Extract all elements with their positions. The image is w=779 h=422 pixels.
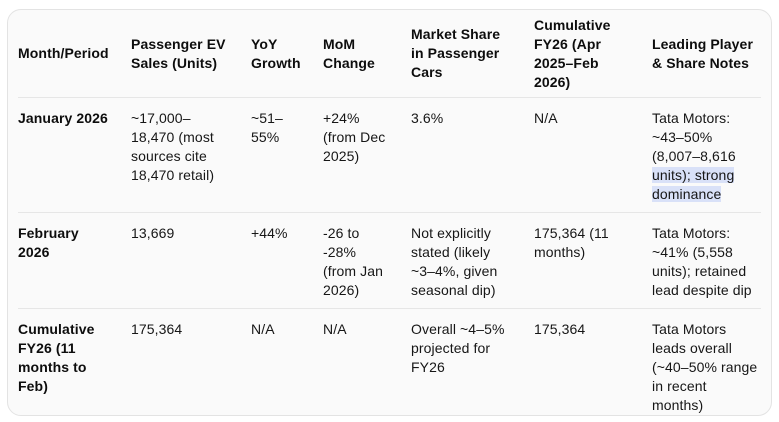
cell-leading-player: Tata Motors: ~41% (5,558 units); retaine… [652, 225, 752, 298]
column-header-month-period: Month/Period [18, 45, 109, 61]
cell-period: February 2026 [18, 225, 79, 260]
cell-leading-player: Tata Motors: ~43–50% (8,007–8,616 units)… [652, 98, 763, 212]
cell-mom-change: N/A [323, 321, 347, 337]
cell-yoy-growth: +44% [251, 225, 288, 241]
column-header-passenger-ev-sales: Passenger EV Sales (Units) [131, 35, 226, 71]
cell-market-share: Overall ~4–5% projected for FY26 [411, 321, 505, 375]
cell-cumulative: 175,364 (11 months) [534, 225, 609, 260]
cell-mom-change: +24% (from Dec 2025) [323, 110, 386, 164]
ev-sales-summary-table-card: Month/Period Passenger EV Sales (Units) … [7, 9, 772, 416]
cell-period: Cumulative FY26 (11 months to Feb) [18, 321, 95, 394]
cell-sales: 13,669 [131, 225, 175, 241]
cell-cumulative: N/A [534, 110, 558, 126]
table-row-february-2026: February 2026 13,669 +44% -26 to -28% (f… [18, 212, 761, 308]
leading-player-text: Tata Motors: ~43–50% (8,007–8,616 [652, 110, 736, 164]
column-header-cumulative-fy26: Cumulative FY26 (Apr 2025–Feb 2026) [534, 16, 611, 90]
column-header-mom-change: MoM Change [323, 35, 375, 71]
cell-sales: 175,364 [131, 321, 183, 337]
cell-market-share: Not explicitly stated (likely ~3–4%, giv… [411, 225, 498, 298]
column-header-market-share: Market Share in Passenger Cars [411, 26, 501, 80]
column-header-yoy-growth: YoY Growth [251, 35, 301, 71]
cell-leading-player: Tata Motors leads overall (~40–50% range… [652, 321, 758, 413]
cell-yoy-growth: N/A [251, 321, 275, 337]
cell-cumulative: 175,364 [534, 321, 586, 337]
cell-yoy-growth: ~51–55% [251, 110, 283, 145]
selected-text-highlight[interactable]: units); strong dominance [652, 167, 735, 202]
table-header-row: Month/Period Passenger EV Sales (Units) … [18, 10, 761, 97]
column-header-leading-player: Leading Player & Share Notes [652, 35, 753, 71]
cell-market-share: 3.6% [411, 110, 444, 126]
cell-mom-change: -26 to -28% (from Jan 2026) [323, 225, 384, 298]
table-row-cumulative-fy26: Cumulative FY26 (11 months to Feb) 175,3… [18, 308, 761, 415]
cell-sales: ~17,000–18,470 (most sources cite 18,470… [131, 110, 215, 183]
table-row-january-2026: January 2026 ~17,000–18,470 (most source… [18, 97, 761, 212]
cell-period: January 2026 [18, 110, 108, 126]
